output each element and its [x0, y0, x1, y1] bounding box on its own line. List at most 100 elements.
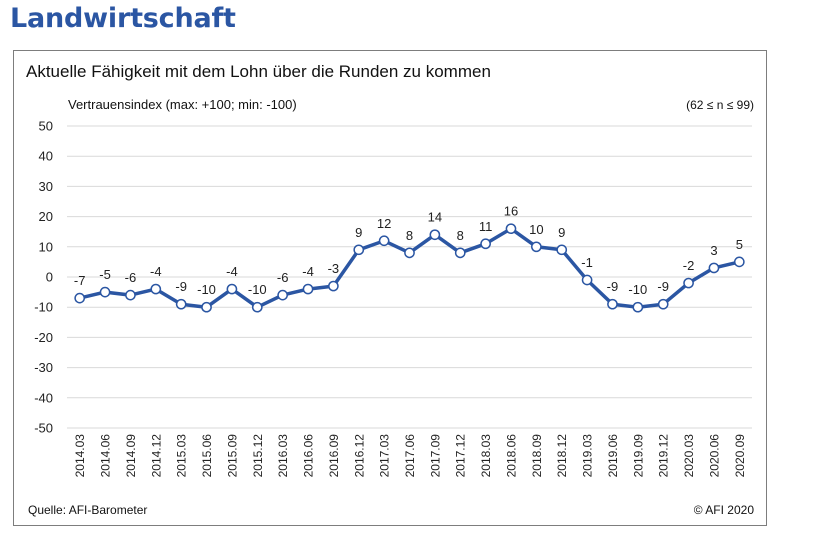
chart-frame: 50 40 30 20 10 0 -10 -20 -30 -40 -50 2014.03 2014.06… — [13, 50, 767, 526]
data-label: 11 — [479, 219, 493, 234]
x-tick-label: 2018.12 — [555, 434, 569, 478]
data-label: -4 — [150, 264, 162, 279]
data-label: -9 — [175, 279, 187, 294]
data-label: 8 — [457, 228, 464, 243]
data-label: -4 — [226, 264, 238, 279]
x-tick-label: 2014.09 — [124, 434, 138, 478]
y-tick-label: 30 — [39, 179, 53, 194]
data-point — [353, 244, 365, 256]
data-point — [531, 241, 542, 253]
data-point — [251, 301, 263, 313]
data-label: -3 — [328, 261, 340, 276]
x-tick-label: 2017.09 — [428, 434, 442, 478]
x-tick-label: 2017.06 — [403, 434, 417, 478]
x-tick-label: 2015.09 — [225, 434, 239, 478]
data-label: 9 — [558, 225, 565, 240]
page-heading: Landwirtschaft — [10, 3, 236, 34]
y-tick-label: -30 — [34, 360, 53, 375]
y-tick-label: -40 — [34, 390, 53, 405]
x-tick-label: 2020.03 — [682, 434, 696, 478]
x-tick-label: 2017.03 — [378, 434, 392, 478]
x-tick-label: 2016.06 — [302, 434, 316, 478]
y-tick-label: -10 — [34, 300, 53, 315]
x-tick-label: 2019.12 — [657, 434, 671, 478]
data-point — [201, 301, 212, 313]
x-tick-label: 2018.09 — [530, 434, 544, 478]
y-tick-label: 20 — [39, 209, 53, 224]
y-tick-label: 10 — [39, 239, 53, 254]
data-label: 16 — [504, 204, 518, 219]
data-label: 10 — [529, 222, 543, 237]
data-point — [378, 235, 390, 247]
x-tick-label: 2016.03 — [276, 434, 290, 478]
x-tick-label: 2020.06 — [707, 434, 721, 478]
chart-title: Aktuelle Fähigkeit mit dem Lohn über die… — [26, 62, 491, 81]
data-label: -9 — [607, 279, 619, 294]
data-point — [480, 238, 491, 250]
sample-size-note: (62 ≤ n ≤ 99) — [686, 98, 754, 112]
x-tick-label: 2018.03 — [479, 434, 493, 478]
x-tick-label: 2020.09 — [733, 434, 747, 478]
x-tick-label: 2018.06 — [504, 434, 518, 478]
data-label: -10 — [628, 282, 647, 297]
data-point — [454, 247, 466, 259]
data-point — [708, 262, 720, 274]
data-label: -9 — [657, 279, 669, 294]
data-label: 12 — [377, 216, 391, 231]
data-label: 9 — [355, 225, 362, 240]
x-tick-label: 2019.03 — [581, 434, 595, 478]
x-tick-label: 2014.06 — [99, 434, 113, 478]
x-tick-label: 2016.12 — [352, 434, 366, 478]
chart-plot-area: 50 40 30 20 10 0 -10 -20 -30 -40 -50 2014.03 2014.06… — [34, 119, 752, 478]
data-point — [607, 298, 618, 310]
y-tick-label: -20 — [34, 330, 53, 345]
x-tick-label: 2015.03 — [175, 434, 189, 478]
data-label: 14 — [428, 210, 442, 225]
x-tick-label: 2014.03 — [73, 434, 87, 478]
data-point — [404, 247, 415, 259]
data-label: -5 — [99, 267, 111, 282]
x-tick-label: 2019.06 — [606, 434, 620, 478]
data-label: -10 — [248, 282, 267, 297]
x-tick-label: 2014.12 — [149, 434, 163, 478]
data-point — [150, 283, 162, 295]
x-tick-label: 2015.12 — [251, 434, 265, 478]
copyright-note: © AFI 2020 — [693, 503, 754, 517]
y-tick-label: -50 — [34, 421, 53, 436]
data-point — [632, 301, 644, 313]
x-tick-label: 2015.06 — [200, 434, 214, 478]
data-label: -7 — [74, 273, 86, 288]
data-point — [226, 283, 238, 295]
data-point — [683, 277, 694, 289]
data-label: -1 — [581, 255, 593, 270]
x-tick-label: 2016.09 — [327, 434, 341, 478]
data-point — [175, 298, 187, 310]
y-tick-label: 40 — [39, 149, 53, 164]
x-tick-label: 2017.12 — [454, 434, 468, 478]
data-point — [429, 229, 441, 241]
data-point — [657, 298, 669, 310]
data-point — [302, 283, 314, 295]
data-point — [74, 292, 86, 304]
source-note: Quelle: AFI-Barometer — [28, 503, 148, 517]
data-point — [125, 289, 136, 301]
data-point — [328, 280, 339, 292]
data-point — [581, 274, 593, 286]
data-point — [505, 223, 517, 235]
data-point — [556, 244, 568, 256]
data-point — [99, 286, 111, 298]
data-label: 3 — [710, 243, 717, 258]
data-label: -2 — [683, 258, 695, 273]
data-label: 5 — [736, 237, 743, 252]
y-axis-label: Vertrauensindex (max: +100; min: -100) — [68, 97, 297, 112]
data-label: -6 — [277, 270, 289, 285]
x-tick-label: 2019.09 — [631, 434, 645, 478]
y-tick-label: 0 — [46, 270, 53, 285]
data-label: -10 — [197, 282, 216, 297]
data-point — [733, 256, 745, 268]
data-label: -6 — [125, 270, 137, 285]
data-label: -4 — [302, 264, 314, 279]
data-label: 8 — [406, 228, 413, 243]
data-point — [277, 289, 288, 301]
y-tick-label: 50 — [39, 119, 53, 134]
